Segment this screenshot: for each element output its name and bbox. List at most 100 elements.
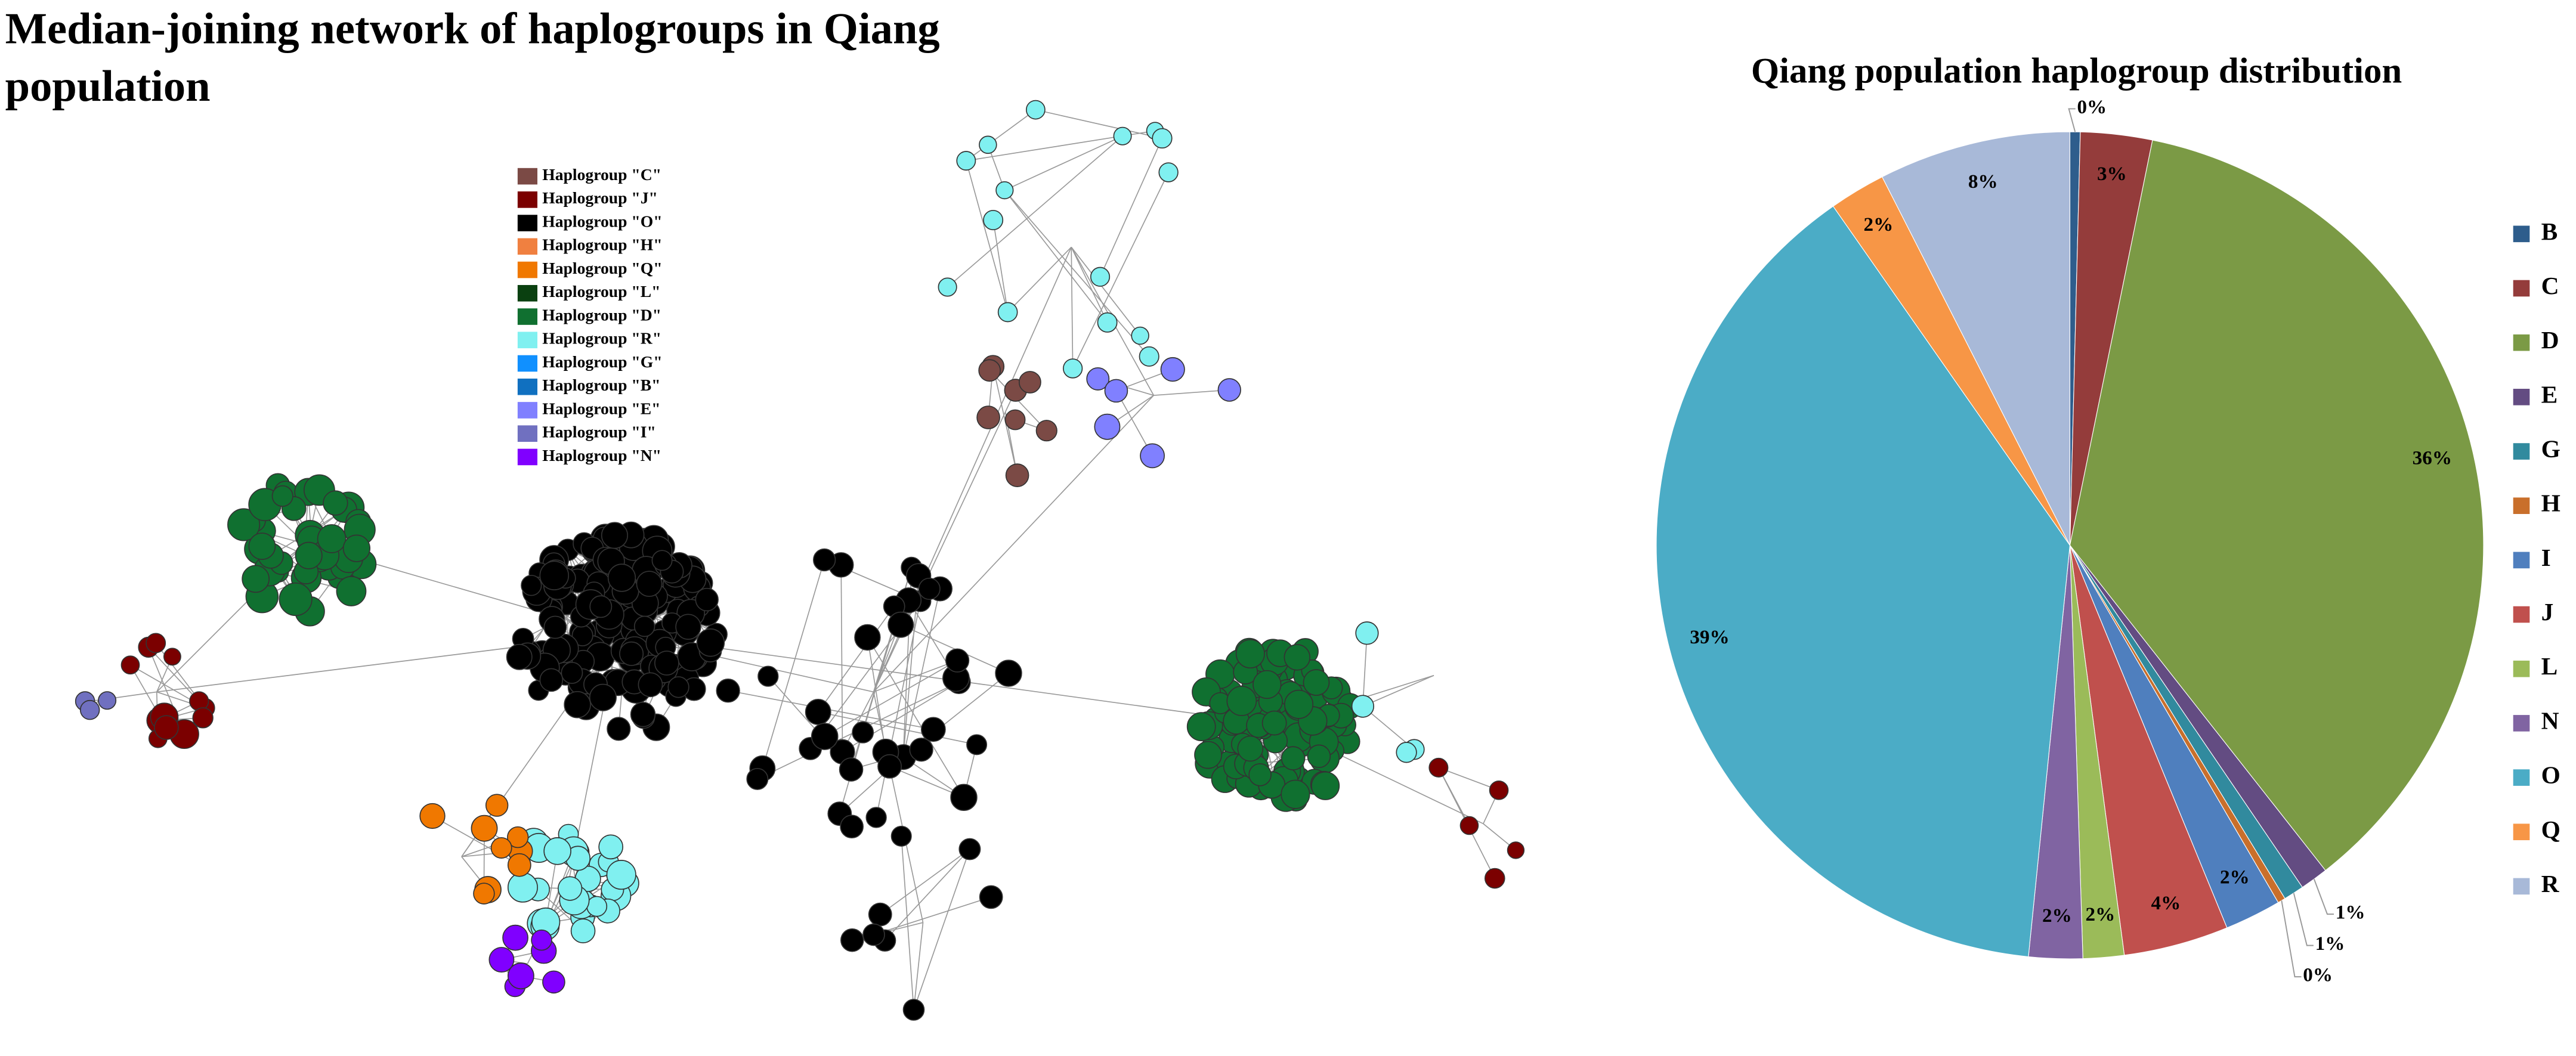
network-node bbox=[1025, 100, 1046, 120]
legend-swatch bbox=[2513, 389, 2530, 405]
network-edge bbox=[876, 600, 921, 818]
network-edge bbox=[913, 922, 924, 1010]
network-node bbox=[146, 633, 166, 654]
network-node bbox=[601, 522, 629, 549]
network-edge bbox=[1004, 190, 1150, 357]
network-edge bbox=[880, 848, 970, 915]
network-node bbox=[1160, 357, 1185, 382]
pie-slice bbox=[2069, 140, 2484, 871]
legend-label: C bbox=[2541, 272, 2559, 299]
leader-line bbox=[2068, 108, 2076, 132]
legend-label: I bbox=[2541, 544, 2551, 571]
network-node bbox=[805, 699, 831, 725]
legend-label: E bbox=[2541, 380, 2558, 408]
legend-swatch bbox=[517, 402, 538, 419]
network-node bbox=[1005, 463, 1029, 487]
legend-label: Haplogroup "E" bbox=[542, 399, 660, 417]
network-node bbox=[192, 707, 214, 729]
legend-swatch bbox=[517, 168, 538, 185]
network-node bbox=[995, 181, 1014, 200]
leader-line bbox=[2293, 893, 2314, 946]
network-node bbox=[862, 923, 885, 946]
legend-label: Haplogroup "C" bbox=[542, 165, 661, 184]
network-node bbox=[979, 885, 1003, 909]
network-node bbox=[317, 524, 347, 553]
network-node bbox=[1097, 312, 1118, 333]
network-node bbox=[473, 882, 495, 905]
network-node bbox=[589, 683, 617, 711]
pie-slice bbox=[1656, 206, 2071, 958]
legend-label: Q bbox=[2541, 816, 2560, 843]
network-node bbox=[1018, 371, 1041, 394]
legend-label: R bbox=[2541, 870, 2560, 897]
network-node bbox=[840, 815, 864, 839]
data-label: 2% bbox=[2220, 866, 2250, 888]
network-node bbox=[507, 853, 531, 877]
network-node bbox=[1248, 763, 1272, 786]
legend-swatch bbox=[517, 332, 538, 349]
network-node bbox=[607, 563, 636, 592]
network-edge bbox=[867, 637, 964, 798]
leader-line bbox=[2313, 878, 2334, 915]
network-node bbox=[606, 860, 636, 890]
network-node bbox=[561, 661, 583, 684]
network-node bbox=[543, 837, 571, 865]
legend-swatch bbox=[517, 261, 538, 278]
network-node bbox=[120, 655, 140, 675]
legend-label: Haplogroup "G" bbox=[542, 352, 662, 371]
network-node bbox=[1094, 413, 1121, 440]
network-edge bbox=[1072, 172, 1169, 369]
network-node bbox=[1186, 712, 1216, 742]
legend-label: O bbox=[2541, 761, 2560, 789]
network-node bbox=[1311, 771, 1340, 800]
legend-swatch bbox=[2513, 823, 2530, 841]
pie-title: Qiang population haplogroup distribution bbox=[1751, 51, 2402, 91]
network-edge bbox=[1099, 138, 1163, 277]
network-node bbox=[1131, 326, 1149, 345]
network-node bbox=[539, 560, 570, 590]
network-node bbox=[1355, 621, 1379, 645]
network-node bbox=[654, 651, 679, 676]
legend-swatch bbox=[517, 215, 538, 231]
legend-swatch bbox=[517, 378, 538, 395]
network-node bbox=[811, 723, 839, 750]
legend-label: Haplogroup "Q" bbox=[542, 259, 662, 277]
legend-label: Haplogroup "I" bbox=[542, 423, 656, 441]
network-node bbox=[1459, 816, 1479, 835]
network-node bbox=[598, 834, 624, 860]
network-node bbox=[633, 615, 655, 637]
network-edge bbox=[1438, 767, 1470, 826]
network-node bbox=[1489, 780, 1509, 800]
network-edge bbox=[1154, 389, 1230, 396]
legend-label: Haplogroup "J" bbox=[542, 188, 658, 207]
network-node bbox=[1507, 841, 1525, 859]
network-node bbox=[976, 405, 1000, 429]
network-edge bbox=[885, 848, 970, 941]
network-node bbox=[852, 721, 874, 744]
network-node bbox=[675, 614, 701, 640]
network-edge bbox=[966, 109, 1036, 162]
network-node bbox=[630, 701, 656, 727]
data-label: 2% bbox=[1864, 213, 1894, 236]
network-node bbox=[938, 277, 957, 297]
legend-label: J bbox=[2541, 598, 2554, 625]
network-node bbox=[471, 815, 498, 842]
network-edge bbox=[1438, 767, 1499, 791]
network-node bbox=[746, 768, 769, 790]
data-label: 1% bbox=[2315, 933, 2345, 955]
network-edge bbox=[824, 659, 958, 737]
network-node bbox=[1484, 868, 1505, 889]
pie-slice bbox=[2069, 545, 2228, 956]
legend-swatch bbox=[2513, 878, 2530, 895]
network-node bbox=[1062, 358, 1083, 379]
data-label: 39% bbox=[1690, 626, 1729, 648]
network-node bbox=[279, 582, 313, 617]
legend-swatch bbox=[2513, 497, 2530, 515]
network-node bbox=[918, 577, 941, 600]
legend-label: Haplogroup "R" bbox=[542, 329, 661, 348]
legend-swatch bbox=[2513, 552, 2530, 569]
network-node bbox=[920, 717, 946, 742]
network-node bbox=[1140, 443, 1165, 469]
network-nodes bbox=[75, 100, 1525, 1021]
